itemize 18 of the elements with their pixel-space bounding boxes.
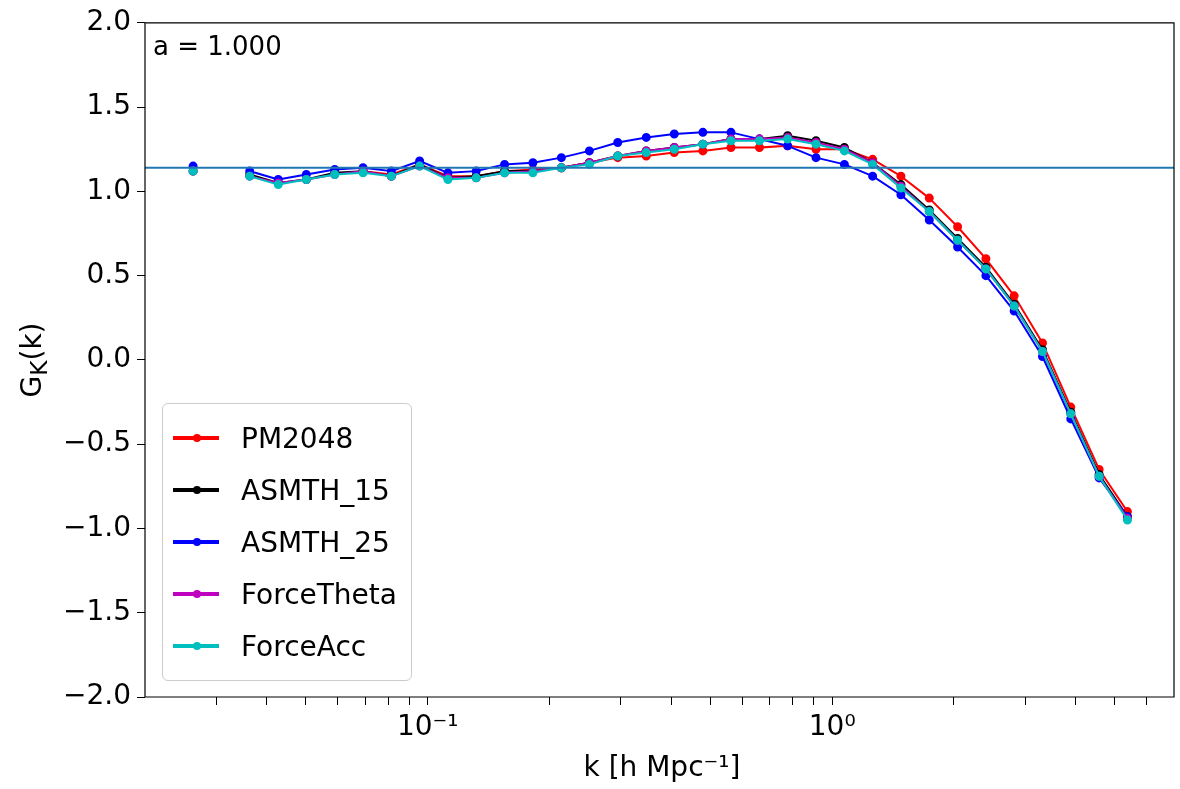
y-tick-label: 1.0 [86,172,131,206]
y-tick-label: −1.0 [63,509,131,543]
y-tick-label: −0.5 [63,425,131,459]
y-tick-label: −2.0 [63,678,131,712]
y-tick-label: 0.0 [86,341,131,375]
y-tick-label: 2.0 [86,4,131,38]
legend-label: PM2048 [241,421,354,455]
legend-label: ASMTH_25 [241,525,390,559]
x-tick-label: 10⁰ [808,709,856,743]
legend-label: ASMTH_15 [241,473,390,507]
y-tick-label: −1.5 [63,594,131,628]
legend-label: ForceTheta [241,577,397,611]
legend-label: ForceAcc [241,629,367,663]
x-tick-label: 10⁻¹ [396,709,459,743]
y-tick-label: 0.5 [86,256,131,290]
y-tick-label: 1.5 [86,88,131,122]
annotation: a = 1.000 [153,30,282,61]
x-axis-title: k [h Mpc⁻¹] [583,749,741,783]
